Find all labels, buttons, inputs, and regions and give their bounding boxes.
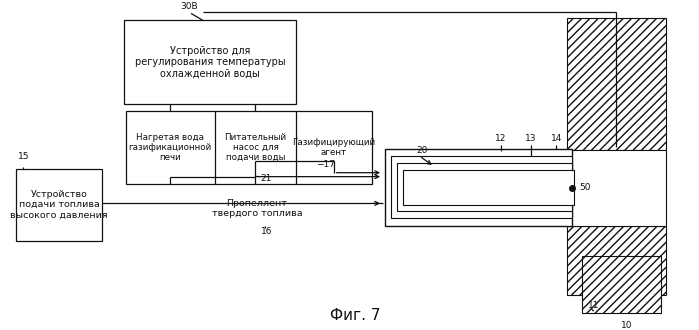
Bar bbox=[385, 149, 572, 226]
Text: 14: 14 bbox=[551, 134, 562, 143]
Text: −17: −17 bbox=[316, 160, 335, 169]
Text: 13: 13 bbox=[525, 134, 536, 143]
Text: 11: 11 bbox=[588, 301, 599, 310]
Bar bbox=[567, 226, 665, 295]
Text: Нагретая вода
газификационной
печи: Нагретая вода газификационной печи bbox=[129, 133, 212, 162]
Text: 50: 50 bbox=[579, 183, 591, 192]
Bar bbox=[397, 163, 572, 211]
Text: Фиг. 7: Фиг. 7 bbox=[330, 308, 381, 323]
Text: 21: 21 bbox=[260, 174, 271, 183]
Bar bbox=[403, 170, 574, 205]
Text: Питательный
насос для
подачи воды: Питательный насос для подачи воды bbox=[224, 133, 287, 162]
Bar bbox=[126, 111, 372, 183]
Bar bbox=[582, 256, 661, 313]
Text: 15: 15 bbox=[17, 152, 29, 161]
Bar bbox=[567, 150, 665, 226]
Text: 20: 20 bbox=[417, 146, 428, 155]
Text: 30В: 30В bbox=[180, 2, 198, 12]
Bar bbox=[16, 169, 102, 241]
Text: 16: 16 bbox=[261, 227, 273, 236]
Bar bbox=[391, 156, 572, 218]
Text: Устройство для
регулирования температуры
охлажденной воды: Устройство для регулирования температуры… bbox=[135, 46, 285, 79]
Text: 12: 12 bbox=[496, 134, 507, 143]
Bar bbox=[567, 18, 665, 150]
Text: Устройство
подачи топлива
высокого давления: Устройство подачи топлива высокого давле… bbox=[10, 190, 108, 220]
Text: Газифицирующий
агент: Газифицирующий агент bbox=[292, 138, 375, 157]
Bar bbox=[124, 20, 296, 104]
Text: 10: 10 bbox=[621, 320, 633, 330]
Text: Пропеллент
твердого топлива: Пропеллент твердого топлива bbox=[212, 199, 302, 218]
